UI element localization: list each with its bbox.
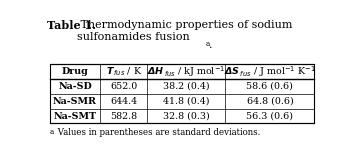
Text: Table 1.: Table 1. <box>47 20 96 31</box>
Text: 58.6 (0.6): 58.6 (0.6) <box>246 82 293 91</box>
Text: Values in parentheses are standard deviations.: Values in parentheses are standard devia… <box>55 128 260 137</box>
Text: 644.4: 644.4 <box>110 97 137 106</box>
Text: Na-SD: Na-SD <box>58 82 92 91</box>
Text: $\bfit{T}_{\,\mathit{fus}}$ / K: $\bfit{T}_{\,\mathit{fus}}$ / K <box>105 65 142 78</box>
Text: 56.3 (0.6): 56.3 (0.6) <box>246 111 293 121</box>
Text: Na-SMR: Na-SMR <box>53 97 97 106</box>
Text: $\bfit{\Delta S}_{\,\mathit{fus}}$ / J mol$^{-1}$ K$^{-1}$: $\bfit{\Delta S}_{\,\mathit{fus}}$ / J m… <box>224 64 316 79</box>
Text: 41.8 (0.4): 41.8 (0.4) <box>163 97 210 106</box>
Text: 582.8: 582.8 <box>110 111 137 121</box>
Text: Thermodynamic properties of sodium
sulfonamides fusion: Thermodynamic properties of sodium sulfo… <box>76 20 292 42</box>
Text: $\bfit{\Delta H}_{\,\mathit{fus}}$ / kJ mol$^{-1}$: $\bfit{\Delta H}_{\,\mathit{fus}}$ / kJ … <box>147 64 225 79</box>
Text: 32.8 (0.3): 32.8 (0.3) <box>163 111 210 121</box>
Bar <box>50 64 314 123</box>
Text: 652.0: 652.0 <box>110 82 137 91</box>
Text: a: a <box>205 40 210 48</box>
Text: Na-SMT: Na-SMT <box>53 111 97 121</box>
Text: .: . <box>209 40 212 50</box>
Text: a: a <box>50 128 54 136</box>
Text: 64.8 (0.6): 64.8 (0.6) <box>246 97 293 106</box>
Text: 38.2 (0.4): 38.2 (0.4) <box>163 82 210 91</box>
Text: Drug: Drug <box>62 67 88 76</box>
